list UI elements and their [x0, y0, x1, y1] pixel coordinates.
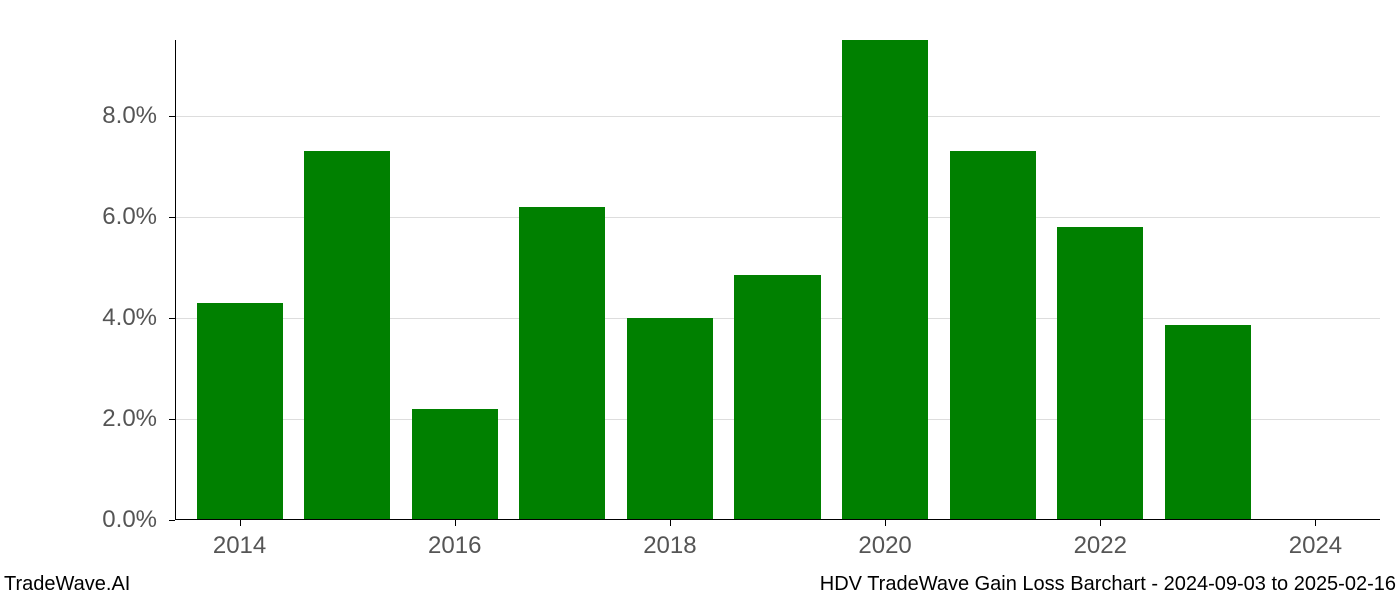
- x-tick-label: 2020: [858, 532, 911, 560]
- y-tick-label: 8.0%: [102, 102, 157, 130]
- bar-2015: [304, 151, 390, 520]
- bar-2017: [519, 207, 605, 520]
- y-tick-label: 2.0%: [102, 405, 157, 433]
- x-tick-mark: [240, 520, 241, 526]
- x-tick-mark: [885, 520, 886, 526]
- y-tick-label: 6.0%: [102, 203, 157, 231]
- gridline: [175, 116, 1380, 117]
- bar-2022: [1057, 227, 1143, 520]
- bar-2023: [1165, 325, 1251, 520]
- y-tick-mark: [169, 116, 175, 117]
- x-tick-label: 2022: [1074, 532, 1127, 560]
- bar-2018: [627, 318, 713, 520]
- x-tick-mark: [1315, 520, 1316, 526]
- x-tick-label: 2016: [428, 532, 481, 560]
- y-tick-mark: [169, 419, 175, 420]
- y-tick-label: 4.0%: [102, 304, 157, 332]
- plot-area: 0.0%2.0%4.0%6.0%8.0% 2014201620182020202…: [175, 40, 1380, 520]
- y-tick-mark: [169, 520, 175, 521]
- x-tick-label: 2018: [643, 532, 696, 560]
- x-tick-mark: [1100, 520, 1101, 526]
- bar-chart: 0.0%2.0%4.0%6.0%8.0% 2014201620182020202…: [175, 40, 1380, 520]
- bar-2019: [734, 275, 820, 520]
- y-axis: [175, 40, 176, 520]
- y-tick-mark: [169, 318, 175, 319]
- x-tick-label: 2024: [1289, 532, 1342, 560]
- bar-2020: [842, 40, 928, 520]
- y-tick-label: 0.0%: [102, 506, 157, 534]
- bar-2016: [412, 409, 498, 520]
- x-axis: [175, 519, 1380, 520]
- footer-caption: HDV TradeWave Gain Loss Barchart - 2024-…: [820, 573, 1396, 596]
- footer-brand: TradeWave.AI: [4, 573, 130, 596]
- y-tick-mark: [169, 217, 175, 218]
- x-tick-label: 2014: [213, 532, 266, 560]
- bar-2014: [197, 303, 283, 520]
- bar-2021: [950, 151, 1036, 520]
- x-tick-mark: [670, 520, 671, 526]
- x-tick-mark: [455, 520, 456, 526]
